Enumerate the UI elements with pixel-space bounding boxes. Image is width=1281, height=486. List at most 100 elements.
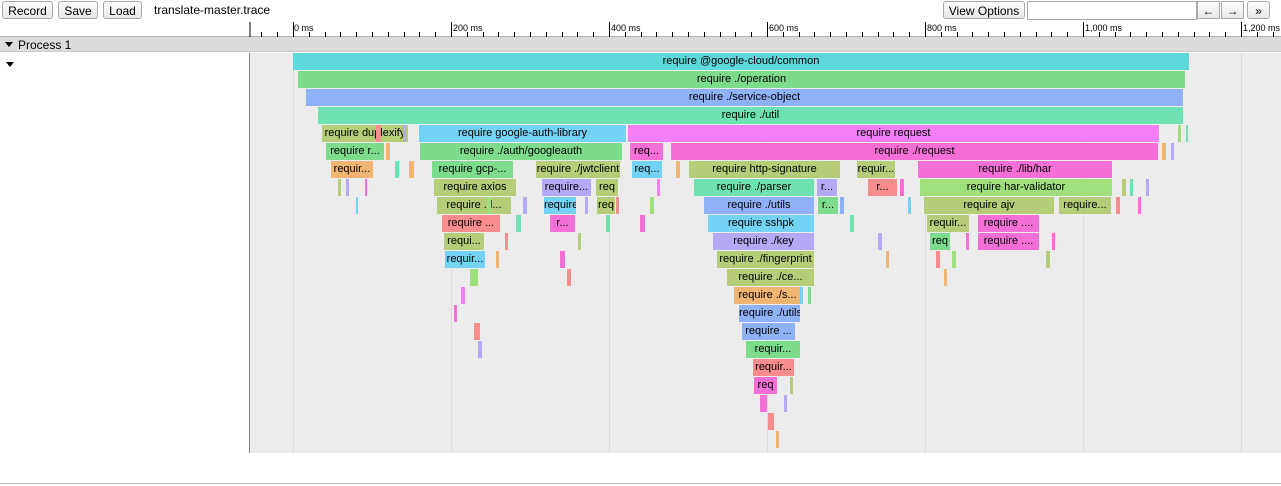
more-options-button[interactable]: » [1247, 1, 1270, 19]
flame-sliver [1162, 143, 1166, 160]
flame-sliver [470, 269, 478, 286]
flame-slice[interactable]: require ./request [671, 143, 1158, 160]
flame-slice[interactable]: require sshpk [708, 215, 814, 232]
find-previous-button[interactable]: ← [1197, 1, 1220, 19]
flame-slice[interactable]: requir... [857, 161, 895, 178]
toolbar: Record Save Load translate-master.trace … [0, 0, 1281, 22]
flame-sliver [1122, 179, 1126, 196]
flame-slice[interactable]: require ./operation [298, 71, 1185, 88]
flame-slice[interactable]: require ./service-object [306, 89, 1183, 106]
flame-slice[interactable]: require r... [326, 143, 384, 160]
flame-slice[interactable]: require ./fingerprint [717, 251, 814, 268]
flame-sliver [606, 215, 610, 232]
save-button[interactable]: Save [58, 1, 98, 19]
flame-slice[interactable]: r... [817, 179, 837, 196]
tick-label-400: 400 ms [611, 23, 641, 33]
flame-slice[interactable]: r... [818, 197, 838, 214]
flame-slice[interactable]: require... [542, 179, 591, 196]
flame-sliver [409, 161, 414, 178]
flame-sliver [454, 305, 457, 322]
flame-slice[interactable]: r... [550, 215, 575, 232]
flame-sliver [403, 125, 406, 142]
flame-sliver [908, 197, 911, 214]
load-button[interactable]: Load [103, 1, 142, 19]
flame-slice[interactable]: requir... [445, 251, 485, 268]
flame-slice[interactable]: require ./utils [704, 197, 814, 214]
flame-sliver [523, 197, 527, 214]
flame-sliver [478, 341, 482, 358]
flame-slice[interactable]: require .... [978, 215, 1039, 232]
time-ruler[interactable]: 0 ms 200 ms 400 ms 600 ms 800 ms 1,000 m… [0, 22, 1281, 37]
flame-slice[interactable]: require .... [978, 233, 1039, 250]
flame-slice[interactable]: req [930, 233, 950, 250]
flame-slice[interactable]: require ./s... [734, 287, 801, 304]
flame-slice[interactable]: req... [630, 143, 663, 160]
flame-slice[interactable]: require google-auth-library [419, 125, 626, 142]
flame-slice[interactable]: require ./key [713, 233, 814, 250]
flame-slice[interactable]: require ... [442, 215, 500, 232]
gridline [1083, 53, 1084, 453]
flame-slice[interactable]: require request [628, 125, 1159, 142]
flame-slice[interactable]: requir... [746, 341, 800, 358]
flame-sliver [650, 197, 654, 214]
flame-sliver [900, 179, 904, 196]
flame-sliver [1186, 125, 1188, 142]
collapse-triangle-icon[interactable] [5, 42, 13, 47]
track-label-pane [0, 53, 250, 453]
gridline [1241, 53, 1242, 453]
find-next-button[interactable]: → [1221, 1, 1244, 19]
flame-slice[interactable]: require ajv [924, 197, 1054, 214]
flame-slice[interactable]: require ./jwtclient [536, 161, 620, 178]
flame-slice[interactable]: require ./util [318, 107, 1183, 124]
record-button[interactable]: Record [2, 1, 53, 19]
process-header[interactable]: Process 1 [0, 37, 1281, 52]
flame-slice[interactable]: requir... [753, 359, 794, 376]
flame-sliver [840, 197, 844, 214]
flame-sliver [338, 179, 341, 196]
flame-slice[interactable]: requi... [444, 233, 484, 250]
flame-sliver [376, 125, 381, 142]
flame-slice[interactable]: require ./auth/googleauth [420, 143, 622, 160]
flame-slice[interactable]: requir... [927, 215, 969, 232]
thread-collapse-triangle-icon[interactable] [6, 62, 14, 67]
flame-slice[interactable]: require... [1059, 197, 1111, 214]
flame-slice[interactable]: require har-validator [920, 179, 1112, 196]
flame-slice[interactable]: require http-signature [689, 161, 840, 178]
flame-sliver [676, 161, 680, 178]
tick-label-200: 200 ms [453, 23, 483, 33]
flame-sliver [966, 233, 969, 250]
flame-slice[interactable]: require duplexify [322, 125, 408, 142]
flame-slice[interactable]: require gcp-... [432, 161, 513, 178]
flame-slice[interactable]: req [754, 377, 777, 394]
flame-slice[interactable]: require ./ce... [727, 269, 814, 286]
flame-sliver [790, 377, 793, 394]
flame-chart-track[interactable]: require @google-cloud/common require ./op… [250, 53, 1281, 453]
flame-sliver [560, 251, 565, 268]
flame-slice[interactable]: require ... [742, 323, 795, 340]
flame-sliver [1146, 179, 1149, 196]
flame-sliver [461, 287, 465, 304]
flame-slice[interactable]: require ./lib/har [918, 161, 1112, 178]
flame-slice[interactable]: require axios [434, 179, 516, 196]
flame-slice[interactable]: require ./l... [437, 197, 511, 214]
flame-sliver [474, 323, 480, 340]
flame-sliver [936, 251, 940, 268]
search-input[interactable] [1027, 1, 1197, 20]
gridline [609, 53, 610, 453]
flame-slice[interactable]: require ./parser [694, 179, 814, 196]
gridline [293, 53, 294, 453]
flame-sliver [496, 251, 499, 268]
view-options-button[interactable]: View Options [943, 1, 1025, 19]
flame-slice[interactable]: require @google-cloud/common [293, 53, 1189, 70]
tick-label-0: 0 ms [294, 23, 314, 33]
process-label: Process 1 [18, 38, 72, 52]
flame-slice[interactable]: requir... [331, 161, 373, 178]
flame-slice[interactable]: req... [632, 161, 662, 178]
flame-slice[interactable]: r... [868, 179, 897, 196]
flame-slice[interactable]: req [597, 197, 615, 214]
flame-sliver [516, 215, 521, 232]
flame-slice[interactable]: require... [544, 197, 576, 214]
flame-slice[interactable]: require ./utils [739, 305, 800, 322]
flame-slice[interactable]: req [596, 179, 618, 196]
flame-sliver [768, 413, 774, 430]
